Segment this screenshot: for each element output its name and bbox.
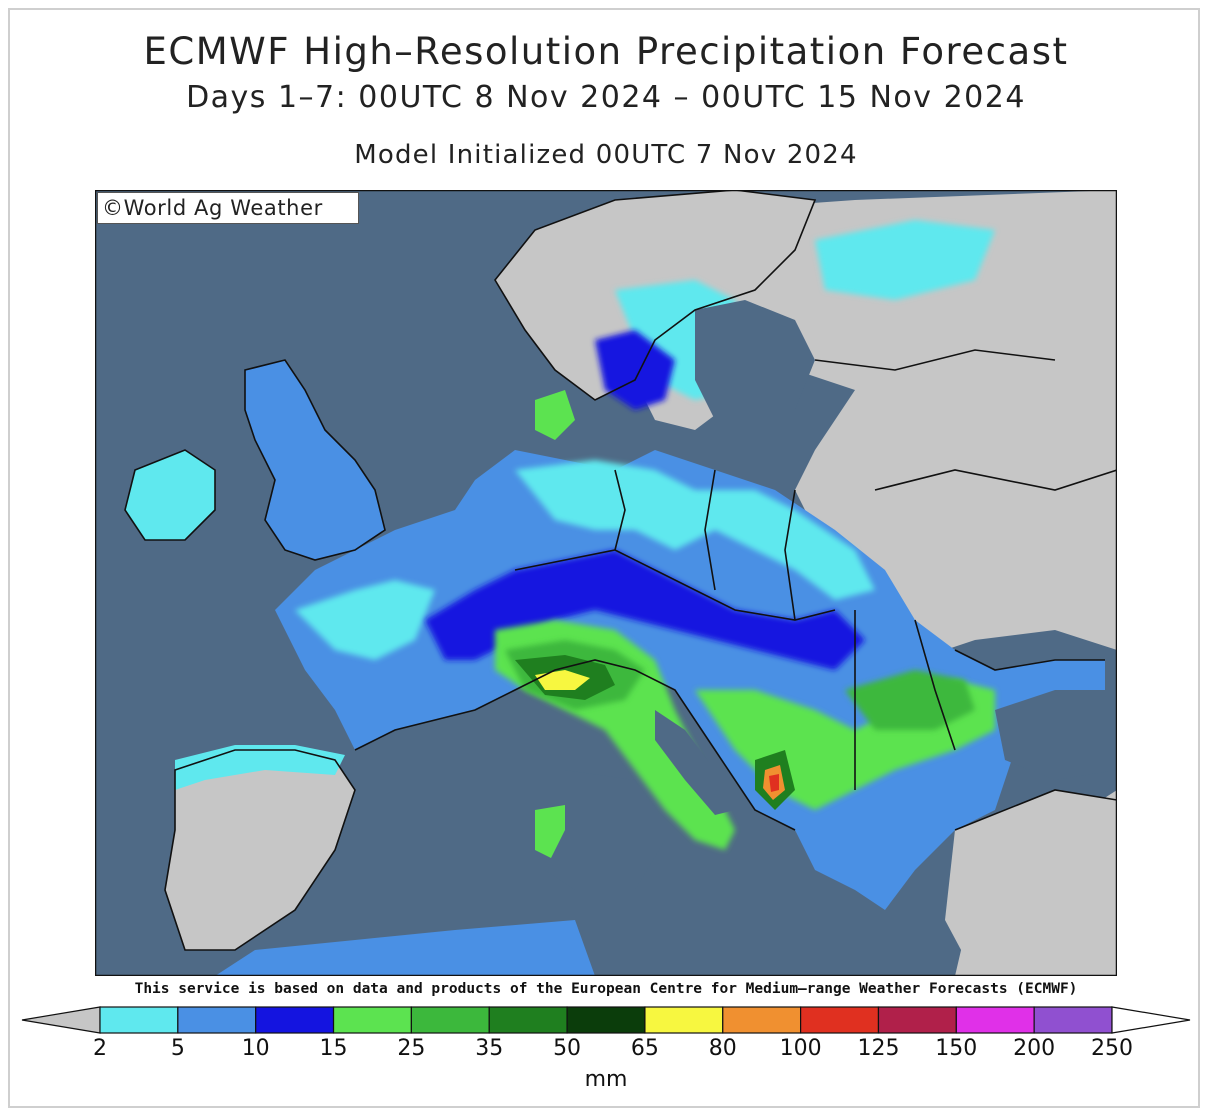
colorbar-tick-label: 10 [241, 1036, 270, 1061]
colorbar-swatch [255, 1006, 335, 1034]
copyright-credit: ©World Ag Weather [97, 192, 359, 224]
colorbar-above-max-arrow [1111, 1006, 1191, 1034]
sea-adriatic [655, 710, 735, 815]
colorbar-tick-label: 50 [553, 1036, 582, 1061]
rain-100-125-albania [769, 774, 779, 792]
colorbar-tick-label: 125 [857, 1036, 900, 1061]
colorbar-tick-label: 250 [1091, 1036, 1133, 1061]
ecmwf-service-note: This service is based on data and produc… [134, 981, 1078, 997]
rain-5-10-central [515, 460, 875, 600]
colorbar-tick-label: 80 [708, 1036, 737, 1061]
colorbar-tick-label: 100 [779, 1036, 822, 1061]
colorbar-tick-label: 2 [93, 1036, 107, 1061]
colorbar-tick-label: 150 [935, 1036, 978, 1061]
model-init-label: Model Initialized 00UTC 7 Nov 2024 [354, 140, 858, 170]
rain-5-10-france [295, 580, 435, 660]
precipitation-colorbar [21, 1006, 1191, 1034]
land-great-britain [245, 360, 385, 560]
colorbar-tick-label: 5 [170, 1036, 185, 1061]
land-iberia [165, 750, 355, 950]
colorbar-tick-label: 25 [397, 1036, 426, 1061]
land-turkey [945, 790, 1117, 976]
colorbar-swatch [955, 1006, 1035, 1034]
map-title: ECMWF High–Resolution Precipitation Fore… [143, 30, 1069, 73]
land-north-africa [215, 920, 595, 976]
colorbar-unit: mm [584, 1067, 628, 1092]
colorbar-swatch [410, 1006, 490, 1034]
colorbar-swatch [1033, 1006, 1113, 1034]
colorbar-tick-label: 200 [1013, 1036, 1056, 1061]
sea-black-sea [995, 690, 1117, 780]
colorbar-swatch [644, 1006, 724, 1034]
colorbar-tick-label: 65 [630, 1036, 659, 1061]
rain-15-25-denmark [535, 390, 575, 440]
colorbar-swatch [177, 1006, 257, 1034]
colorbar-swatch [800, 1006, 880, 1034]
colorbar-below-min-arrow [21, 1006, 101, 1034]
rain-65-80-alps [535, 670, 590, 690]
colorbar-swatch [566, 1006, 646, 1034]
sea-baltic [695, 300, 815, 430]
colorbar-swatch [722, 1006, 802, 1034]
rain-10-15-band [425, 550, 865, 670]
colorbar-swatch [877, 1006, 957, 1034]
map-subtitle: Days 1–7: 00UTC 8 Nov 2024 – 00UTC 15 No… [186, 80, 1026, 115]
colorbar-swatch [488, 1006, 568, 1034]
colorbar-swatch [99, 1006, 179, 1034]
sea-tyrrhenian [545, 770, 665, 890]
land-ireland [125, 450, 215, 540]
country-borders [124, 190, 1117, 951]
precipitation-map [95, 190, 1117, 976]
colorbar-tick-label: 35 [475, 1036, 504, 1061]
rain-5-10-north-russia [815, 220, 995, 300]
colorbar-tick-label: 15 [319, 1036, 348, 1061]
land-central-europe [275, 450, 1105, 910]
colorbar-swatch [332, 1006, 412, 1034]
